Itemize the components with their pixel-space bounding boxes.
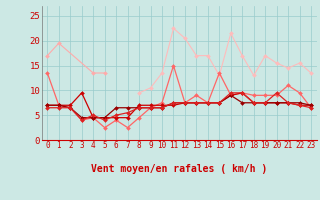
X-axis label: Vent moyen/en rafales ( km/h ): Vent moyen/en rafales ( km/h ) bbox=[91, 164, 267, 174]
